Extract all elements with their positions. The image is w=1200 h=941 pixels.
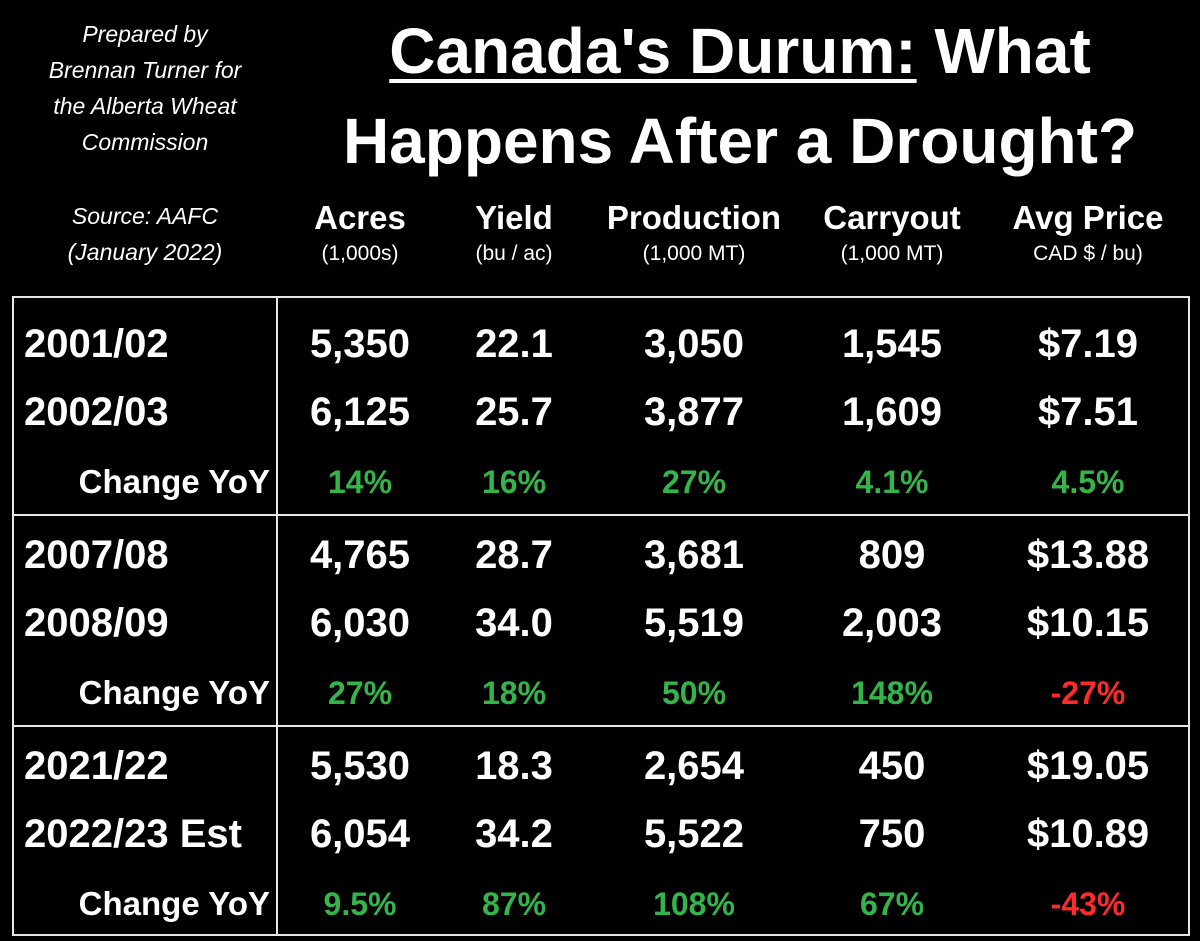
column-header-label: Acres — [314, 199, 406, 236]
row-label: 2008/09 — [24, 601, 169, 645]
table-cell: 18.3 — [475, 744, 553, 788]
table-cell: $10.15 — [1026, 601, 1150, 645]
change-yoy-cell: 18% — [481, 675, 547, 711]
change-yoy-cell: 4.1% — [855, 464, 929, 500]
source-line: (January 2022) — [67, 239, 223, 265]
change-yoy-cell: 67% — [859, 886, 925, 922]
change-yoy-label: Change YoY — [78, 885, 270, 922]
title-underlined: Canada's Durum: — [389, 15, 917, 87]
table-cell: 1,545 — [841, 322, 943, 366]
table-cell: 6,125 — [309, 390, 411, 434]
table-cell: 450 — [858, 744, 926, 788]
column-header-label: Yield — [475, 199, 553, 236]
column-header-unit: (1,000s) — [321, 242, 399, 265]
table-cell: 2,654 — [643, 744, 745, 788]
column-header: Production (1,000 MT) — [584, 196, 804, 268]
change-yoy-cell: 108% — [653, 886, 735, 922]
chart-title: Canada's Durum: What Happens After a Dro… — [290, 6, 1190, 186]
group-divider — [12, 725, 1190, 727]
table-cell: 25.7 — [475, 390, 553, 434]
credit-line: Brennan Turner for — [48, 57, 242, 83]
table-cell: $7.19 — [1037, 322, 1139, 366]
change-yoy-cell: 16% — [481, 464, 547, 500]
change-yoy-cell: 27% — [661, 464, 727, 500]
row-label: 2007/08 — [24, 533, 169, 577]
group-divider — [12, 514, 1190, 516]
title-rest: What — [916, 15, 1091, 87]
label-divider — [276, 296, 278, 936]
change-yoy-cell: -43% — [1050, 886, 1126, 922]
table-cell: 3,681 — [643, 533, 745, 577]
column-header: Carryout (1,000 MT) — [782, 196, 1002, 268]
column-header-unit: CAD $ / bu) — [1033, 242, 1143, 265]
table-cell: 5,350 — [309, 322, 411, 366]
change-yoy-cell: 50% — [661, 675, 727, 711]
change-yoy-cell: 87% — [481, 886, 547, 922]
source-line: Source: AAFC — [71, 203, 219, 229]
credit-line: Commission — [81, 129, 209, 155]
change-yoy-cell: 27% — [327, 675, 393, 711]
change-yoy-label: Change YoY — [78, 463, 270, 500]
credit-text: Prepared by Brennan Turner for the Alber… — [20, 16, 270, 160]
table-cell: 1,609 — [841, 390, 943, 434]
source-text: Source: AAFC (January 2022) — [20, 198, 270, 270]
title-line-2: Happens After a Drought? — [342, 105, 1138, 177]
table-cell: 2,003 — [841, 601, 943, 645]
table-cell: 34.2 — [475, 812, 553, 856]
table-cell: $10.89 — [1026, 812, 1150, 856]
table-cell: $19.05 — [1026, 744, 1150, 788]
table-cell: 5,519 — [643, 601, 745, 645]
column-header: Acres (1,000s) — [250, 196, 470, 268]
change-yoy-cell: -27% — [1050, 675, 1126, 711]
table-cell: 6,054 — [309, 812, 411, 856]
row-label: 2002/03 — [24, 390, 169, 434]
table-cell: 4,765 — [309, 533, 411, 577]
table-cell: 3,877 — [643, 390, 745, 434]
row-label: 2022/23 Est — [24, 812, 242, 856]
table-cell: 6,030 — [309, 601, 411, 645]
table-frame — [12, 296, 1190, 936]
change-yoy-cell: 9.5% — [323, 886, 397, 922]
change-yoy-cell: 4.5% — [1051, 464, 1125, 500]
change-yoy-cell: 14% — [327, 464, 393, 500]
credit-line: the Alberta Wheat — [53, 93, 237, 119]
row-label: 2021/22 — [24, 744, 169, 788]
change-yoy-cell: 148% — [851, 675, 933, 711]
column-header-label: Avg Price — [1012, 199, 1164, 236]
column-header-label: Production — [606, 199, 782, 236]
change-yoy-label: Change YoY — [78, 674, 270, 711]
column-header-unit: (1,000 MT) — [642, 242, 746, 265]
table-cell: 34.0 — [475, 601, 553, 645]
table-cell: 3,050 — [643, 322, 745, 366]
row-label: 2001/02 — [24, 322, 169, 366]
column-header-label: Carryout — [823, 199, 961, 236]
column-header-unit: (bu / ac) — [475, 242, 553, 265]
table-cell: 5,530 — [309, 744, 411, 788]
table-cell: 750 — [858, 812, 926, 856]
table-cell: 5,522 — [643, 812, 745, 856]
table-cell: $13.88 — [1026, 533, 1150, 577]
column-header: Yield (bu / ac) — [404, 196, 624, 268]
column-header: Avg Price CAD $ / bu) — [978, 196, 1198, 268]
table-cell: 809 — [858, 533, 926, 577]
column-header-unit: (1,000 MT) — [840, 242, 944, 265]
credit-line: Prepared by — [82, 21, 208, 47]
table-cell: $7.51 — [1037, 390, 1139, 434]
table-cell: 28.7 — [475, 533, 553, 577]
table-cell: 22.1 — [475, 322, 553, 366]
